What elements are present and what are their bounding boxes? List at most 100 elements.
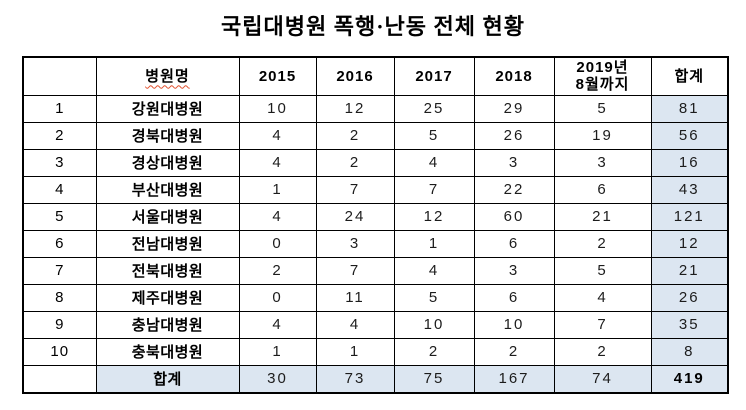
data-table: 병원명 2015 2016 2017 2018 2019년 8월까지 합계 1 강원대병원 10… — [22, 56, 729, 394]
table-container: 병원명 2015 2016 2017 2018 2019년 8월까지 합계 1 강원대병원 10… — [22, 56, 746, 394]
hospital-name-cell: 강원대병원 — [95, 94, 240, 123]
year-value-cell: 0 — [238, 229, 317, 258]
table-row: 3 경상대병원 4 2 4 3 3 16 — [22, 148, 729, 177]
year-value-cell: 19 — [553, 121, 652, 150]
grand-total-cell: 419 — [650, 364, 729, 394]
hospital-name-cell: 부산대병원 — [95, 175, 240, 204]
row-index-cell: 5 — [22, 202, 97, 231]
year-value-cell: 3 — [315, 229, 395, 258]
year-value-cell: 7 — [393, 175, 475, 204]
row-index-cell: 1 — [22, 94, 97, 123]
year-value-cell: 10 — [238, 94, 317, 123]
row-total-cell: 81 — [650, 94, 729, 123]
header-cell-hospital-name: 병원명 — [95, 56, 240, 96]
year-value-cell: 12 — [315, 94, 395, 123]
year-value-cell: 5 — [553, 256, 652, 285]
year-value-cell: 2 — [473, 337, 555, 366]
year-value-cell: 4 — [393, 148, 475, 177]
year-value-cell: 7 — [553, 310, 652, 339]
year-value-cell: 3 — [473, 148, 555, 177]
table-row: 2 경북대병원 4 2 5 26 19 56 — [22, 121, 729, 150]
year-value-cell: 26 — [473, 121, 555, 150]
year-value-cell: 24 — [315, 202, 395, 231]
header-row: 병원명 2015 2016 2017 2018 2019년 8월까지 합계 — [22, 56, 729, 96]
row-total-cell: 21 — [650, 256, 729, 285]
row-index-cell: 6 — [22, 229, 97, 258]
year-value-cell: 60 — [473, 202, 555, 231]
year-value-cell: 0 — [238, 283, 317, 312]
year-value-cell: 2 — [393, 337, 475, 366]
hospital-name-cell: 충남대병원 — [95, 310, 240, 339]
hospital-name-cell: 서울대병원 — [95, 202, 240, 231]
year-value-cell: 4 — [238, 148, 317, 177]
hospital-name-cell: 제주대병원 — [95, 283, 240, 312]
year-value-cell: 4 — [238, 202, 317, 231]
year-value-cell: 5 — [393, 283, 475, 312]
total-year-value-cell: 167 — [473, 364, 555, 394]
year-value-cell: 5 — [393, 121, 475, 150]
hospital-name-cell: 경상대병원 — [95, 148, 240, 177]
table-row: 5 서울대병원 4 24 12 60 21 121 — [22, 202, 729, 231]
year-value-cell: 5 — [553, 94, 652, 123]
year-value-cell: 2 — [238, 256, 317, 285]
year-value-cell: 10 — [393, 310, 475, 339]
year-value-cell: 10 — [473, 310, 555, 339]
row-index-cell: 8 — [22, 283, 97, 312]
row-index-cell: 2 — [22, 121, 97, 150]
hospital-name-cell: 충북대병원 — [95, 337, 240, 366]
total-year-value-cell: 75 — [393, 364, 475, 394]
page-title: 국립대병원 폭행·난동 전체 현황 — [221, 14, 525, 39]
year-value-cell: 2 — [553, 229, 652, 258]
year-value-cell: 4 — [393, 256, 475, 285]
year-value-cell: 4 — [315, 310, 395, 339]
table-header: 병원명 2015 2016 2017 2018 2019년 8월까지 합계 — [22, 56, 729, 96]
total-year-value-cell: 73 — [315, 364, 395, 394]
header-cell-2017: 2017 — [393, 56, 475, 96]
year-value-cell: 25 — [393, 94, 475, 123]
year-value-cell: 4 — [238, 310, 317, 339]
total-year-value-cell: 74 — [553, 364, 652, 394]
row-total-cell: 35 — [650, 310, 729, 339]
table-body: 1 강원대병원 10 12 25 29 5 81 2 경북대병원 4 2 5 26 19 56 3 경상대병원 4 2… — [22, 94, 729, 394]
table-row: 7 전북대병원 2 7 4 3 5 21 — [22, 256, 729, 285]
year-value-cell: 6 — [473, 229, 555, 258]
row-index-cell: 7 — [22, 256, 97, 285]
header-cell-total: 합계 — [650, 56, 729, 96]
row-total-cell: 12 — [650, 229, 729, 258]
year-value-cell: 7 — [315, 256, 395, 285]
header-cell-2016: 2016 — [315, 56, 395, 96]
year-value-cell: 4 — [238, 121, 317, 150]
year-value-cell: 2 — [315, 121, 395, 150]
year-value-cell: 1 — [393, 229, 475, 258]
row-index-cell: 10 — [22, 337, 97, 366]
year-value-cell: 29 — [473, 94, 555, 123]
row-total-cell: 56 — [650, 121, 729, 150]
total-row-blank-cell — [22, 364, 97, 394]
year-value-cell: 7 — [315, 175, 395, 204]
year-value-cell: 11 — [315, 283, 395, 312]
table-row: 6 전남대병원 0 3 1 6 2 12 — [22, 229, 729, 258]
year-value-cell: 3 — [553, 148, 652, 177]
year-value-cell: 1 — [238, 337, 317, 366]
table-row: 4 부산대병원 1 7 7 22 6 43 — [22, 175, 729, 204]
header-cell-2015: 2015 — [238, 56, 317, 96]
row-total-cell: 8 — [650, 337, 729, 366]
hospital-name-cell: 전남대병원 — [95, 229, 240, 258]
row-total-cell: 16 — [650, 148, 729, 177]
header-cell-2018: 2018 — [473, 56, 555, 96]
hospital-name-cell: 경북대병원 — [95, 121, 240, 150]
year-value-cell: 2 — [553, 337, 652, 366]
year-value-cell: 6 — [473, 283, 555, 312]
row-total-cell: 26 — [650, 283, 729, 312]
table-row: 9 충남대병원 4 4 10 10 7 35 — [22, 310, 729, 339]
row-index-cell: 9 — [22, 310, 97, 339]
year-value-cell: 2 — [315, 148, 395, 177]
year-value-cell: 3 — [473, 256, 555, 285]
year-value-cell: 12 — [393, 202, 475, 231]
table-row: 1 강원대병원 10 12 25 29 5 81 — [22, 94, 729, 123]
header-cell-2019-aug: 2019년 8월까지 — [553, 56, 652, 96]
total-row: 합계 30 73 75 167 74 419 — [22, 364, 729, 394]
total-year-value-cell: 30 — [238, 364, 317, 394]
year-value-cell: 1 — [238, 175, 317, 204]
row-index-cell: 3 — [22, 148, 97, 177]
